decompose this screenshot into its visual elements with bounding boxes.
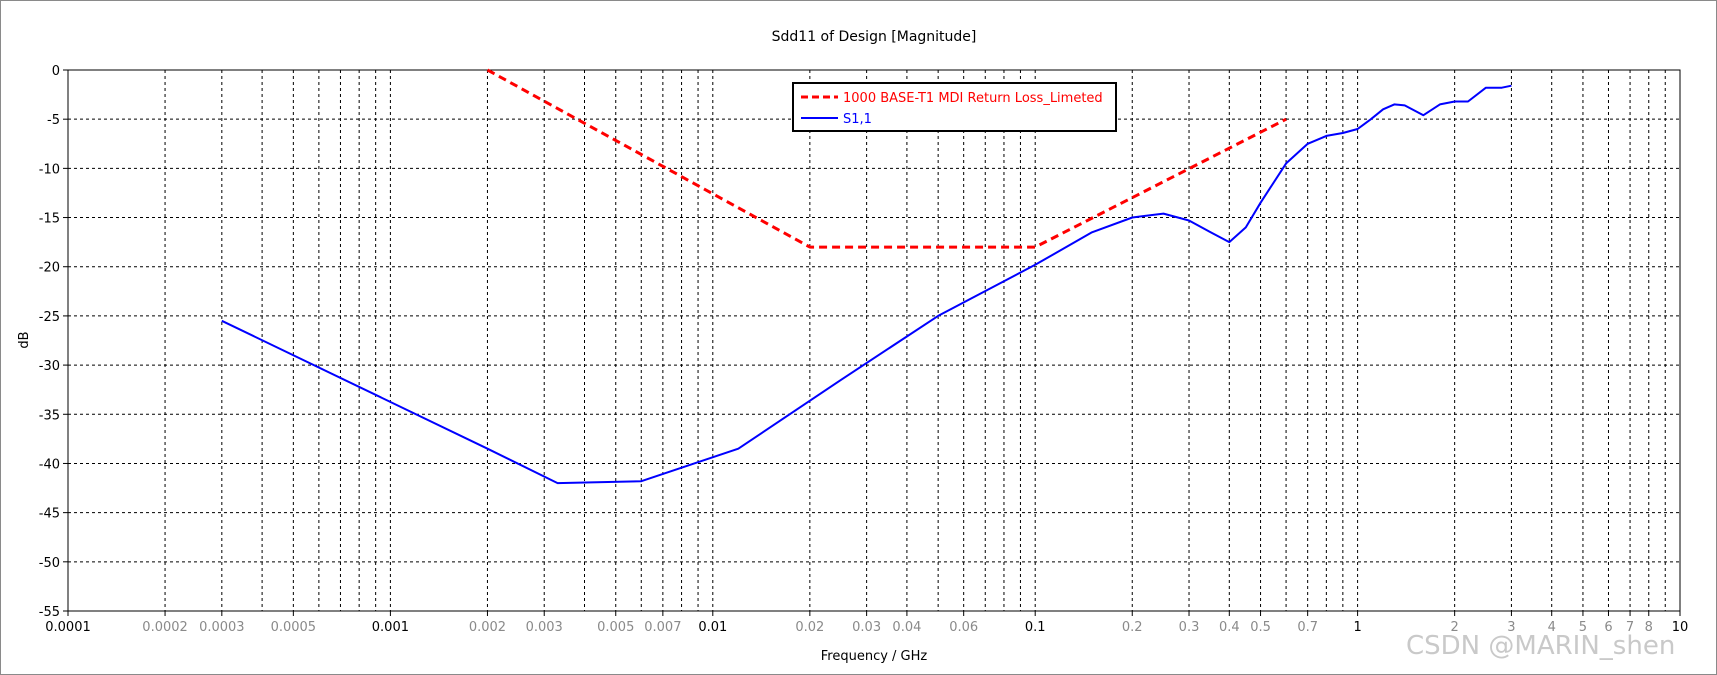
x-tick-label-minor: 0.002 [469,620,506,635]
y-tick-label: -50 [39,556,60,571]
y-tick-label: -55 [39,605,60,620]
x-tick-label-minor: 6 [1604,620,1612,635]
x-tick-label-minor: 0.06 [949,620,978,635]
watermark: CSDN @MARIN_shen [1406,631,1675,661]
grid [68,70,1680,611]
x-tick-label-minor: 3 [1507,620,1515,635]
y-axis-label: dB [17,331,32,348]
series-group [221,68,1512,485]
x-tick-label-minor: 0.005 [597,620,634,635]
legend-label-s11: S1,1 [843,112,872,127]
series-line-s11 [221,84,1512,485]
y-tick-label: -10 [39,162,60,177]
x-tick-label-major: 1 [1353,620,1361,635]
legend-box [792,82,1117,132]
legend-label-limit: 1000 BASE-T1 MDI Return Loss_Limeted [843,91,1103,106]
x-tick-label-minor: 0.5 [1250,620,1271,635]
x-tick-label-minor: 0.7 [1297,620,1318,635]
x-tick-label-minor: 4 [1548,620,1556,635]
y-tick-label: -20 [39,261,60,276]
x-tick-label-minor: 0.0005 [271,620,317,635]
x-tick-label-minor: 0.2 [1122,620,1143,635]
y-tick-label: -35 [39,408,60,423]
x-tick-label-major: 0.001 [372,620,409,635]
x-tick-label-minor: 0.003 [526,620,563,635]
y-tick-label: -40 [39,457,60,472]
x-axis: 0.0001 0.001 0.01 0.1 1 10 0.0002 0.0003 0.0005 0… [45,611,1688,635]
x-tick-label-minor: 0.4 [1219,620,1240,635]
x-tick-label-minor: 0.03 [852,620,881,635]
x-tick-label-major: 0.1 [1025,620,1046,635]
x-axis-label: Frequency / GHz [821,649,928,664]
y-axis: 0 -5 -10 -15 -20 -25 -30 -35 -40 -45 -50 -55 [39,64,68,620]
y-tick-label: -5 [47,113,60,128]
x-tick-label-minor: 0.0002 [142,620,188,635]
x-tick-label-major: 0.01 [698,620,727,635]
series-line-limit [486,68,1287,249]
x-tick-label-minor: 8 [1645,620,1653,635]
plot-border [67,69,1681,612]
y-tick-label: 0 [52,64,60,79]
x-tick-label-minor: 0.007 [644,620,681,635]
y-tick-label: -15 [39,212,60,227]
x-tick-label-minor: 0.04 [892,620,921,635]
y-tick-label: -30 [39,359,60,374]
y-tick-label: -45 [39,507,60,522]
x-tick-label-major: 10 [1672,620,1689,635]
x-tick-label-minor: 0.3 [1179,620,1200,635]
y-tick-label: -25 [39,310,60,325]
x-tick-label-minor: 7 [1626,620,1634,635]
x-tick-label-major: 0.0001 [45,620,91,635]
legend: 1000 BASE-T1 MDI Return Loss_Limeted S1,… [792,82,1117,132]
x-tick-label-minor: 0.0003 [199,620,245,635]
x-tick-label-minor: 0.02 [795,620,824,635]
x-tick-label-minor: 2 [1451,620,1459,635]
x-tick-label-minor: 5 [1579,620,1587,635]
chart-title: Sdd11 of Design [Magnitude] [772,29,977,45]
